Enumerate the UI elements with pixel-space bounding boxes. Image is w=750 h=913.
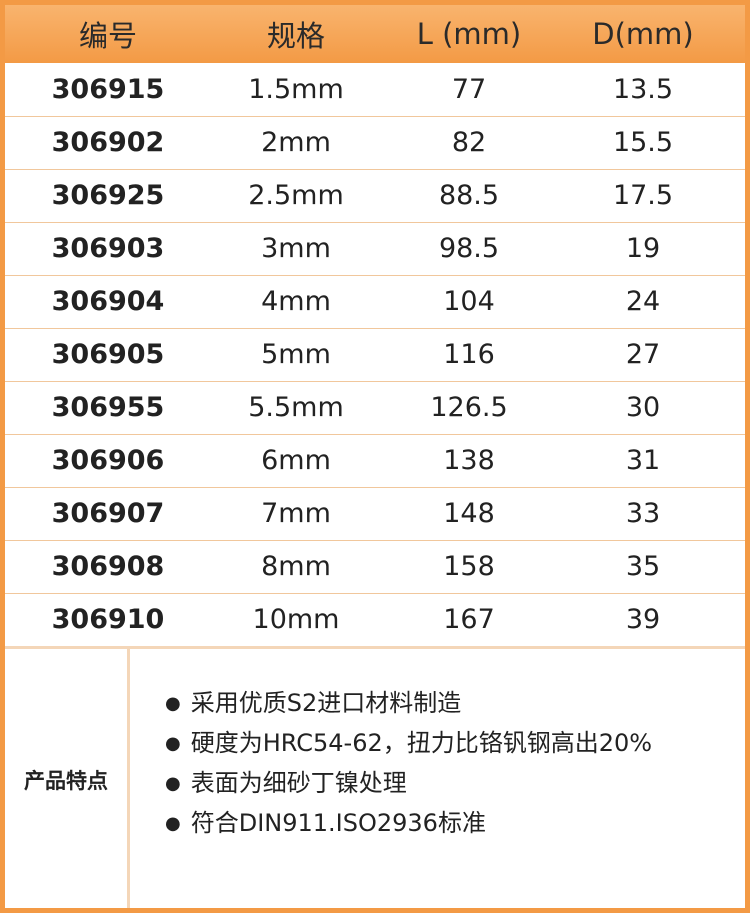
- features: 产品特点 采用优质S2进口材料制造硬度为HRC54-62，扭力比铬钒钢高出20%…: [5, 646, 745, 908]
- table-cell: 7mm: [261, 498, 331, 529]
- table-row: 306925 2.5mm 88.5 17.5: [5, 169, 745, 223]
- table-cell: 15.5: [612, 127, 674, 158]
- table-cell: 167: [443, 604, 495, 635]
- table-cell: 98.5: [438, 233, 500, 264]
- table-cell: 77: [451, 74, 487, 105]
- table-row: 306904 4mm 104 24: [5, 275, 745, 329]
- table-row: 306910 10mm 167 39: [5, 593, 745, 647]
- table-cell: 13.5: [612, 74, 674, 105]
- header-cell: D(mm): [592, 17, 694, 51]
- table-row: 306908 8mm 158 35: [5, 540, 745, 594]
- header-cell: L (mm): [416, 17, 522, 51]
- table-cell: 5.5mm: [248, 392, 344, 423]
- table-cell: 306955: [51, 392, 165, 423]
- table-cell: 126.5: [430, 392, 508, 423]
- table-cell: 306910: [51, 604, 165, 635]
- table-cell: 88.5: [438, 180, 500, 211]
- table-cell: 39: [625, 604, 661, 635]
- table-cell: 306904: [51, 286, 165, 317]
- table-cell: 35: [625, 551, 661, 582]
- table-cell: 27: [625, 339, 661, 370]
- table-row: 306907 7mm 148 33: [5, 487, 745, 541]
- table-row: 306905 5mm 116 27: [5, 328, 745, 382]
- table-row: 306906 6mm 138 31: [5, 434, 745, 488]
- table-cell: 8mm: [261, 551, 331, 582]
- table-cell: 306915: [51, 74, 165, 105]
- table-cell: 306906: [51, 445, 165, 476]
- table-cell: 2.5mm: [248, 180, 344, 211]
- table-cell: 306902: [51, 127, 165, 158]
- feature-item: 硬度为HRC54-62，扭力比铬钒钢高出20%: [165, 723, 652, 763]
- table-cell: 33: [625, 498, 661, 529]
- table-cell: 6mm: [261, 445, 331, 476]
- table-cell: 306903: [51, 233, 165, 264]
- table-cell: 30: [625, 392, 661, 423]
- table-row: 306903 3mm 98.5 19: [5, 222, 745, 276]
- table-cell: 2mm: [261, 127, 331, 158]
- table-cell: 3mm: [261, 233, 331, 264]
- feature-item: 表面为细砂丁镍处理: [165, 763, 652, 803]
- table-cell: 17.5: [612, 180, 674, 211]
- table-row: 306915 1.5mm 77 13.5: [5, 63, 745, 117]
- table-cell: 158: [443, 551, 495, 582]
- table-cell: 31: [625, 445, 661, 476]
- table-cell: 104: [443, 286, 495, 317]
- table-cell: 1.5mm: [248, 74, 344, 105]
- table-cell: 306908: [51, 551, 165, 582]
- table-cell: 116: [443, 339, 495, 370]
- table-row: 306955 5.5mm 126.5 30: [5, 381, 745, 435]
- table-cell: 138: [443, 445, 495, 476]
- table-cell: 148: [443, 498, 495, 529]
- table-cell: 306907: [51, 498, 165, 529]
- feature-item: 符合DIN911.ISO2936标准: [165, 803, 652, 843]
- table-cell: 82: [451, 127, 487, 158]
- header-cell: 编号: [78, 19, 137, 53]
- table-cell: 4mm: [261, 286, 331, 317]
- table-cell: 24: [625, 286, 661, 317]
- features-label: 产品特点: [5, 649, 130, 908]
- table-cell: 5mm: [261, 339, 331, 370]
- features-list: 采用优质S2进口材料制造硬度为HRC54-62，扭力比铬钒钢高出20%表面为细砂…: [165, 683, 652, 843]
- feature-item: 采用优质S2进口材料制造: [165, 683, 652, 723]
- table-cell: 306905: [51, 339, 165, 370]
- header-cell: 规格: [266, 19, 325, 53]
- table-cell: 19: [625, 233, 661, 264]
- table-cell: 306925: [51, 180, 165, 211]
- table-header: 编号 规格 L (mm) D(mm): [5, 5, 745, 63]
- table-cell: 10mm: [252, 604, 340, 635]
- table-row: 306902 2mm 82 15.5: [5, 116, 745, 170]
